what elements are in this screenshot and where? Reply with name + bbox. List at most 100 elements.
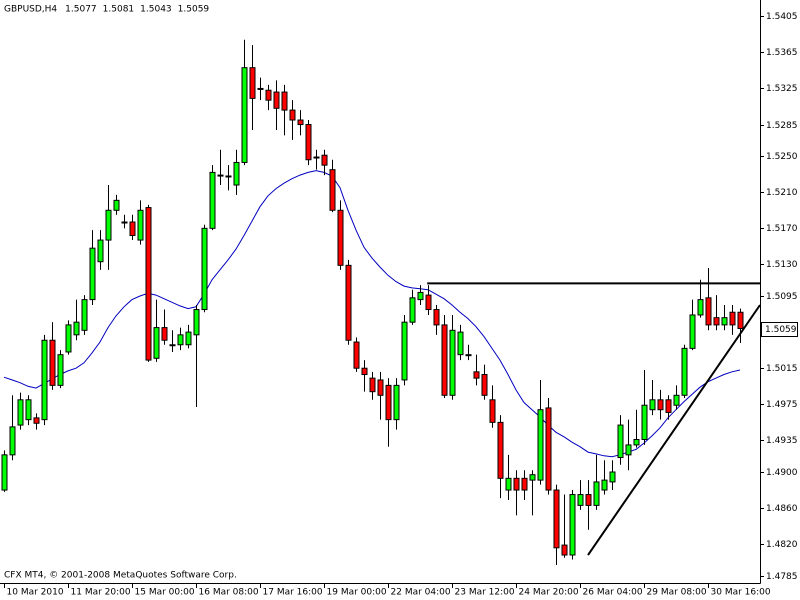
candle-body xyxy=(521,477,528,491)
candle-body xyxy=(665,399,672,413)
y-tick-label: 1.4860 xyxy=(766,504,798,514)
candle-body xyxy=(377,379,384,396)
candle-body xyxy=(617,424,624,459)
y-tick-label: 1.5325 xyxy=(766,84,798,94)
candle-body xyxy=(457,331,464,356)
candle-body xyxy=(601,479,608,491)
candle-body xyxy=(185,331,192,346)
candle-body xyxy=(649,399,656,411)
candle-body xyxy=(249,67,256,99)
candle-body xyxy=(625,444,632,456)
header-close-value: 1.5059 xyxy=(178,5,210,15)
chart-title: GBPUSD,H4 xyxy=(4,5,57,15)
candle-body xyxy=(465,354,472,357)
candle-body xyxy=(361,367,368,376)
candle-body xyxy=(425,294,432,311)
header-low-value: 1.5043 xyxy=(140,5,172,15)
candle-body xyxy=(345,264,352,341)
candle-body xyxy=(97,239,104,263)
candle-body xyxy=(673,394,680,406)
plot-area xyxy=(1,39,760,565)
current-price-label: 1.5059 xyxy=(765,325,797,335)
candle-body xyxy=(257,87,264,90)
y-tick-label: 1.5130 xyxy=(766,260,798,270)
x-tick-label: 10 Mar 2010 xyxy=(7,588,64,598)
candle-body xyxy=(81,299,88,331)
candle-body xyxy=(145,207,152,361)
candle-body xyxy=(441,324,448,396)
chart-header: GBPUSD,H4 1.5077 1.5081 1.5043 1.5059 xyxy=(4,5,209,15)
candle-body xyxy=(481,374,488,396)
candle-body xyxy=(401,321,408,381)
candle-body xyxy=(129,221,136,237)
candle-body xyxy=(657,399,664,411)
x-tick-label: 16 Mar 08:00 xyxy=(199,588,259,598)
candle-body xyxy=(17,399,24,426)
candle-body xyxy=(305,124,312,161)
candle-body xyxy=(409,297,416,323)
candle-body xyxy=(641,404,648,441)
x-tick-label: 17 Mar 16:00 xyxy=(263,588,323,598)
candle-body xyxy=(169,344,176,347)
candle-body xyxy=(265,89,272,101)
trendline xyxy=(587,304,760,556)
candle-body xyxy=(233,161,240,186)
candle-body xyxy=(57,354,64,386)
x-tick-label: 30 Mar 16:00 xyxy=(711,588,771,598)
y-tick-label: 1.5285 xyxy=(766,121,798,131)
x-tick-label: 19 Mar 00:00 xyxy=(327,588,387,598)
candle-body xyxy=(177,334,184,346)
candle-body xyxy=(337,209,344,266)
candle-body xyxy=(225,175,232,178)
x-tick-label: 26 Mar 04:00 xyxy=(583,588,643,598)
candle-body xyxy=(25,399,32,421)
candle-body xyxy=(633,439,640,446)
candle-body xyxy=(705,297,712,326)
candle-body xyxy=(273,91,280,109)
candle-body xyxy=(281,91,288,111)
candle-body xyxy=(729,311,736,326)
y-tick-label: 1.5095 xyxy=(766,292,798,302)
candle-body xyxy=(49,339,56,386)
candle-body xyxy=(713,317,720,326)
y-tick-label: 1.4935 xyxy=(766,436,798,446)
x-tick-label: 29 Mar 08:00 xyxy=(647,588,707,598)
candle-body xyxy=(193,309,200,336)
candle-body xyxy=(545,407,552,491)
candle-body xyxy=(385,384,392,421)
y-tick-label: 1.5365 xyxy=(766,48,798,58)
x-tick-label: 22 Mar 04:00 xyxy=(391,588,451,598)
candle-body xyxy=(289,109,296,121)
candle-body xyxy=(697,299,704,316)
candle-body xyxy=(329,169,336,211)
candle-body xyxy=(417,291,424,301)
candle-body xyxy=(161,327,168,341)
candle-body xyxy=(721,317,728,326)
candle-body xyxy=(241,67,248,163)
candle-body xyxy=(473,371,480,379)
candle-body xyxy=(209,171,216,229)
candle-body xyxy=(65,324,72,353)
y-tick-label: 1.5170 xyxy=(766,224,798,234)
y-tick-label: 1.4900 xyxy=(766,468,798,478)
candle-body xyxy=(137,209,144,241)
candle-body xyxy=(689,314,696,349)
y-tick-label: 1.4820 xyxy=(766,540,798,550)
candle-body xyxy=(681,347,688,396)
header-high-value: 1.5081 xyxy=(103,5,135,15)
candle-body xyxy=(353,341,360,369)
current-price-box xyxy=(761,322,798,337)
candle-body xyxy=(105,209,112,241)
moving-average-line xyxy=(3,170,741,458)
candle-body xyxy=(41,339,48,421)
candle-body xyxy=(513,477,520,491)
candle-body xyxy=(737,311,744,330)
candle-body xyxy=(369,377,376,393)
candle-body xyxy=(505,477,512,491)
candle-body xyxy=(433,309,440,326)
y-tick-label: 1.5405 xyxy=(766,12,798,22)
x-tick-label: 15 Mar 00:00 xyxy=(135,588,195,598)
